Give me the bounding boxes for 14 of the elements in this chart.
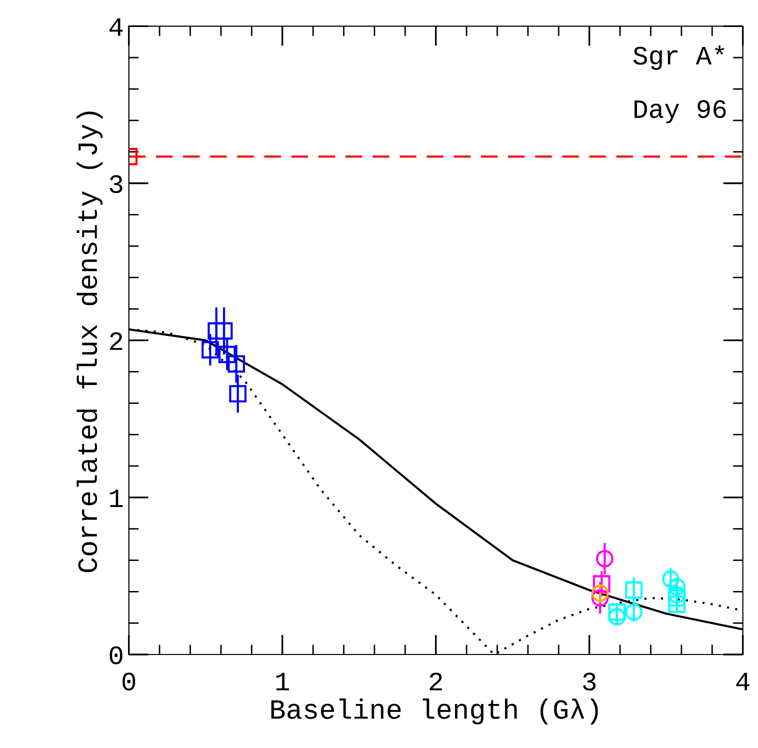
x-tick-label: 2: [430, 672, 442, 690]
x-axis-title: Baseline length (Gλ): [271, 698, 598, 724]
annotation: Day 96: [634, 100, 726, 124]
x-tick-label: 0: [122, 672, 136, 691]
y-axis-title: Correlated flux density (Jy): [76, 112, 103, 572]
y-tick-label: 1: [110, 490, 123, 507]
x-tick-label: 1: [276, 672, 289, 690]
y-tick-label: 0: [110, 646, 122, 664]
x-tick-label: 3: [583, 672, 596, 691]
x-tick-label: 4: [736, 672, 750, 690]
annotation: Sgr A*: [633, 45, 724, 70]
y-tick-label: 2: [110, 332, 122, 350]
y-tick-label: 4: [109, 18, 123, 36]
y-tick-label: 3: [110, 175, 122, 194]
